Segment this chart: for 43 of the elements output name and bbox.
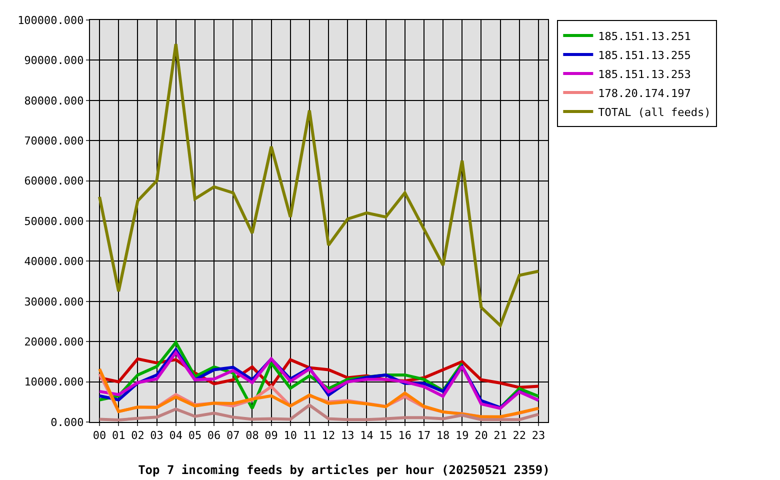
x-tick-label: 23 <box>532 429 546 442</box>
x-tick-label: 11 <box>302 429 316 442</box>
y-tick-label: 0.000 <box>50 416 84 429</box>
x-tick-label: 01 <box>112 429 126 442</box>
y-tick-label: 50000.000 <box>24 214 84 228</box>
legend-label: 185.151.13.251 <box>598 30 691 43</box>
x-tick-label: 15 <box>379 429 392 442</box>
x-tick-label: 02 <box>131 429 144 442</box>
y-tick-label: 90000.000 <box>24 54 84 68</box>
x-tick-label: 06 <box>207 429 221 442</box>
legend-label: 185.151.13.255 <box>598 48 691 62</box>
y-tick-label: 30000.000 <box>24 295 84 308</box>
x-tick-label: 03 <box>150 429 164 442</box>
x-tick-label: 14 <box>360 429 374 442</box>
x-tick-label: 22 <box>512 429 526 442</box>
x-tick-label: 09 <box>264 429 278 442</box>
x-tick-label: 10 <box>284 429 297 442</box>
y-tick-label: 100000.000 <box>18 14 84 27</box>
x-tick-label: 19 <box>456 429 469 442</box>
y-tick-label: 60000.000 <box>24 174 84 188</box>
x-tick-label: 05 <box>188 429 202 442</box>
text: Top 7 incoming feeds by articles per hour (20250521 2359) <box>138 463 550 478</box>
x-tick-label: 18 <box>436 429 450 442</box>
x-tick-label: 07 <box>226 429 240 442</box>
x-tick-label: 08 <box>246 429 259 442</box>
x-tick-label: 21 <box>494 429 507 442</box>
x-tick-label: 13 <box>341 429 354 442</box>
y-tick-label: 40000.000 <box>24 255 84 268</box>
x-tick-label: 16 <box>398 429 412 442</box>
x-tick-label: 17 <box>417 429 431 442</box>
x-tick-label: 20 <box>474 429 488 442</box>
x-tick-label: 00 <box>92 429 106 442</box>
legend-label: TOTAL (all feeds) <box>598 106 711 119</box>
y-tick-label: 80000.000 <box>24 94 84 108</box>
legend-label: 185.151.13.253 <box>598 68 691 81</box>
x-tick-label: 12 <box>322 429 336 442</box>
legend-label: 178.20.174.197 <box>598 86 691 100</box>
line-series <box>98 42 540 328</box>
x-tick-label: 04 <box>169 429 183 442</box>
line-series <box>98 404 540 422</box>
y-tick-label: 10000.000 <box>24 376 84 389</box>
y-tick-label: 70000.000 <box>24 134 84 148</box>
y-tick-label: 20000.000 <box>24 335 84 348</box>
